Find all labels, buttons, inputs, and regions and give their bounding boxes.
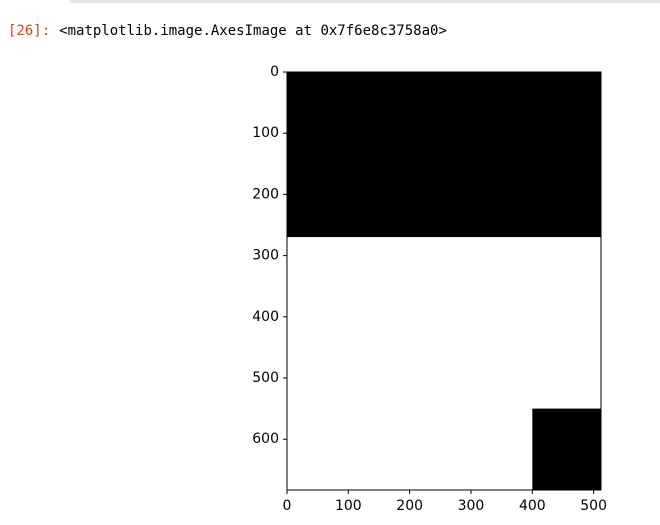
x-tick-label: 0: [283, 498, 292, 514]
y-tick-label: 600: [252, 431, 279, 447]
x-tick-label: 100: [335, 498, 362, 514]
output-text: <matplotlib.image.AxesImage at 0x7f6e8c3…: [59, 23, 447, 39]
y-tick-label: 500: [252, 370, 279, 386]
image-region-black: [287, 72, 601, 238]
output-row: [26]: <matplotlib.image.AxesImage at 0x7…: [8, 20, 447, 42]
y-tick-label: 0: [270, 64, 279, 80]
cell-separator: [70, 0, 660, 3]
x-tick-label: 500: [580, 498, 607, 514]
y-tick-label: 400: [252, 309, 279, 325]
x-tick-label: 400: [519, 498, 546, 514]
axes-frame: [286, 71, 602, 491]
x-tick-label: 300: [458, 498, 485, 514]
y-tick-label: 200: [252, 186, 279, 202]
y-tick-label: 300: [252, 248, 279, 264]
y-tick-label: 100: [252, 125, 279, 141]
x-tick-label: 200: [396, 498, 423, 514]
execution-prompt: [26]:: [8, 23, 51, 39]
image-region-black: [532, 408, 601, 490]
